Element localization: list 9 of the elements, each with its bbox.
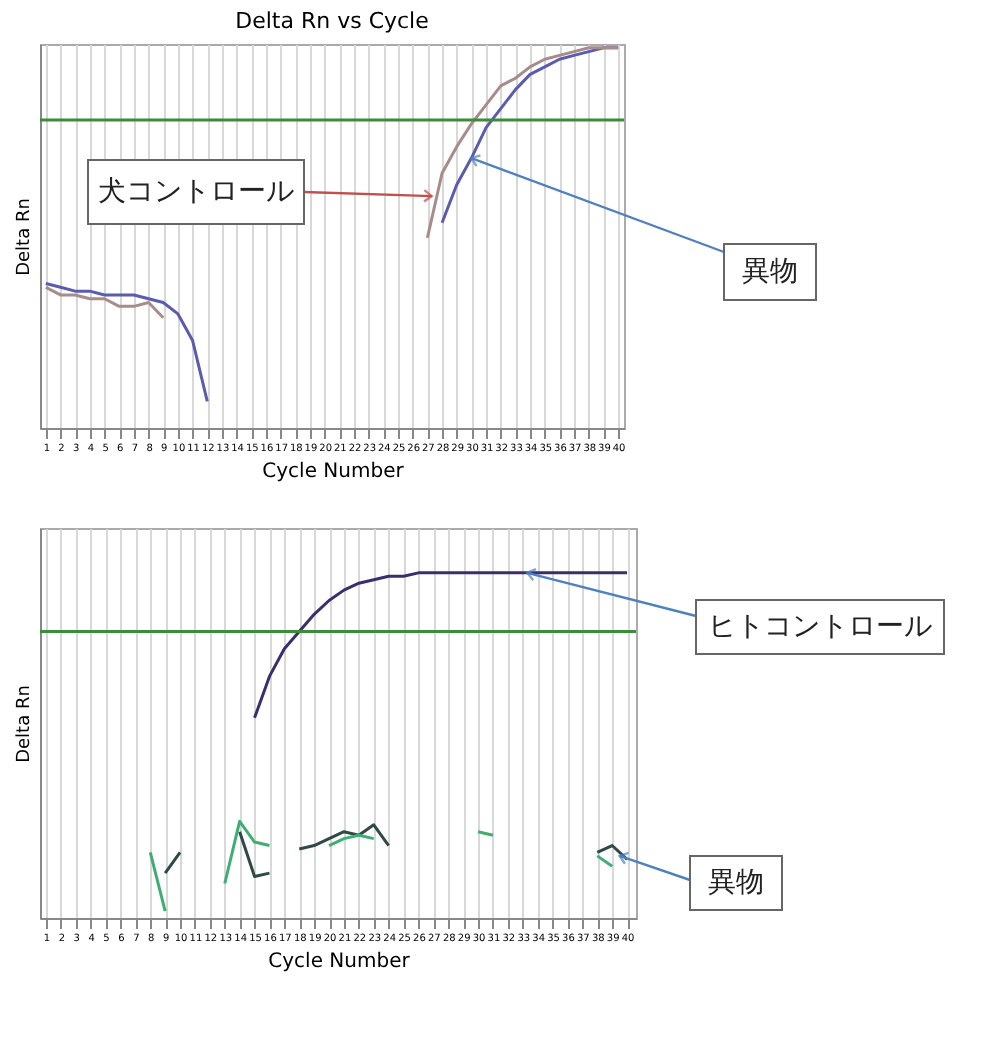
annotation: 異物	[708, 867, 764, 899]
x-axis-title: Cycle Number	[262, 461, 406, 483]
annotation: 異物	[742, 256, 798, 288]
y-axis-title: Delta Rn	[15, 685, 35, 763]
y-axis-title: Delta Rn	[15, 198, 35, 276]
annotation: 犬コントロール	[98, 176, 294, 208]
annotation: ヒトコントロール	[708, 611, 932, 643]
chart-title: Delta Rn vs Cycle	[235, 8, 430, 34]
x-axis-title: Cycle Number	[268, 951, 412, 973]
